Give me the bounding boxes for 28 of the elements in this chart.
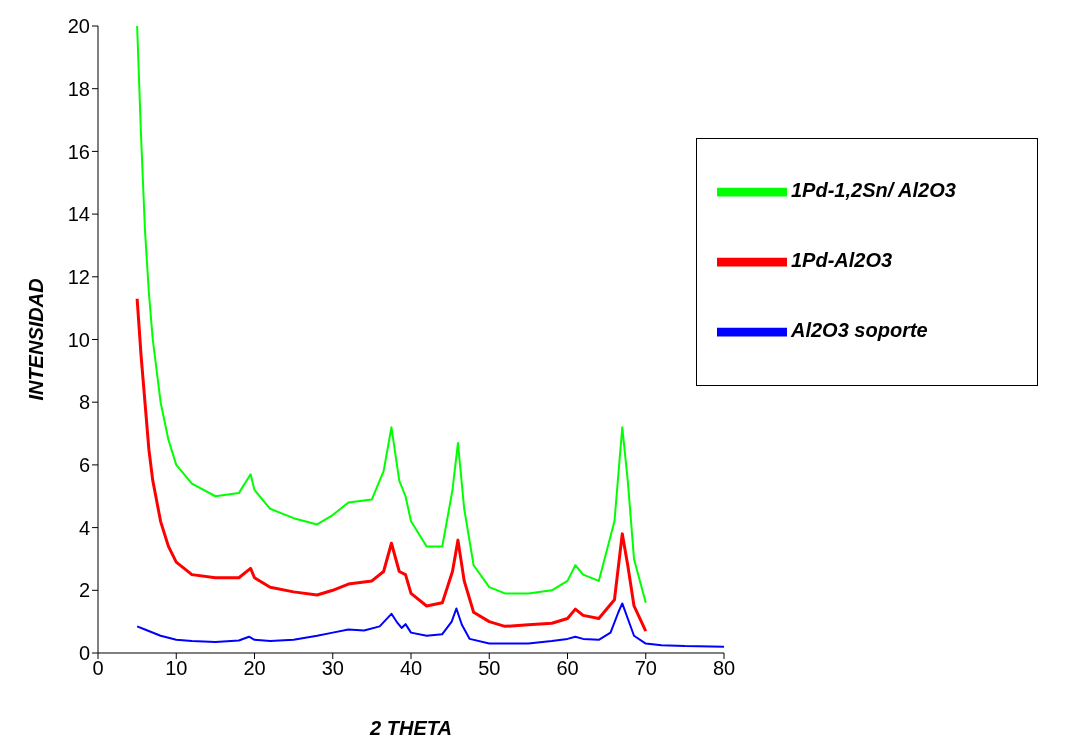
y-tick-label: 14 [67, 203, 90, 226]
y-tick-label: 6 [78, 454, 90, 476]
x-tick-label: 50 [478, 657, 501, 680]
line-series [135, 297, 648, 633]
x-tick-label: 60 [556, 657, 579, 680]
legend-label: Al2O3 soporte [791, 319, 928, 342]
y-tick-label: 4 [78, 516, 90, 539]
x-tick-label: 30 [321, 657, 344, 680]
x-tick-label: 20 [243, 657, 266, 680]
y-tick-label: 12 [67, 265, 90, 288]
line-series [136, 602, 724, 648]
x-tick-label: 0 [92, 657, 104, 680]
y-axis-title: INTENSIDAD [25, 278, 48, 401]
y-tick-label: 16 [67, 140, 90, 163]
line-series [136, 26, 647, 604]
x-axis-title: 2 THETA [369, 717, 452, 740]
y-tick-label: 18 [67, 77, 90, 100]
x-tick-label: 80 [712, 657, 736, 680]
y-tick-label: 8 [78, 391, 90, 414]
legend-label: 1Pd-Al2O3 [791, 249, 893, 272]
x-tick-label: 10 [165, 657, 188, 680]
x-tick-label: 70 [634, 657, 657, 680]
y-tick-label: 0 [78, 642, 90, 665]
y-tick-label: 10 [67, 328, 90, 351]
legend-label: 1Pd-1,2Sn/ Al2O3 [791, 179, 956, 202]
y-tick-label: 20 [67, 15, 90, 38]
y-tick-label: 2 [78, 579, 90, 602]
x-tick-label: 40 [399, 657, 423, 680]
